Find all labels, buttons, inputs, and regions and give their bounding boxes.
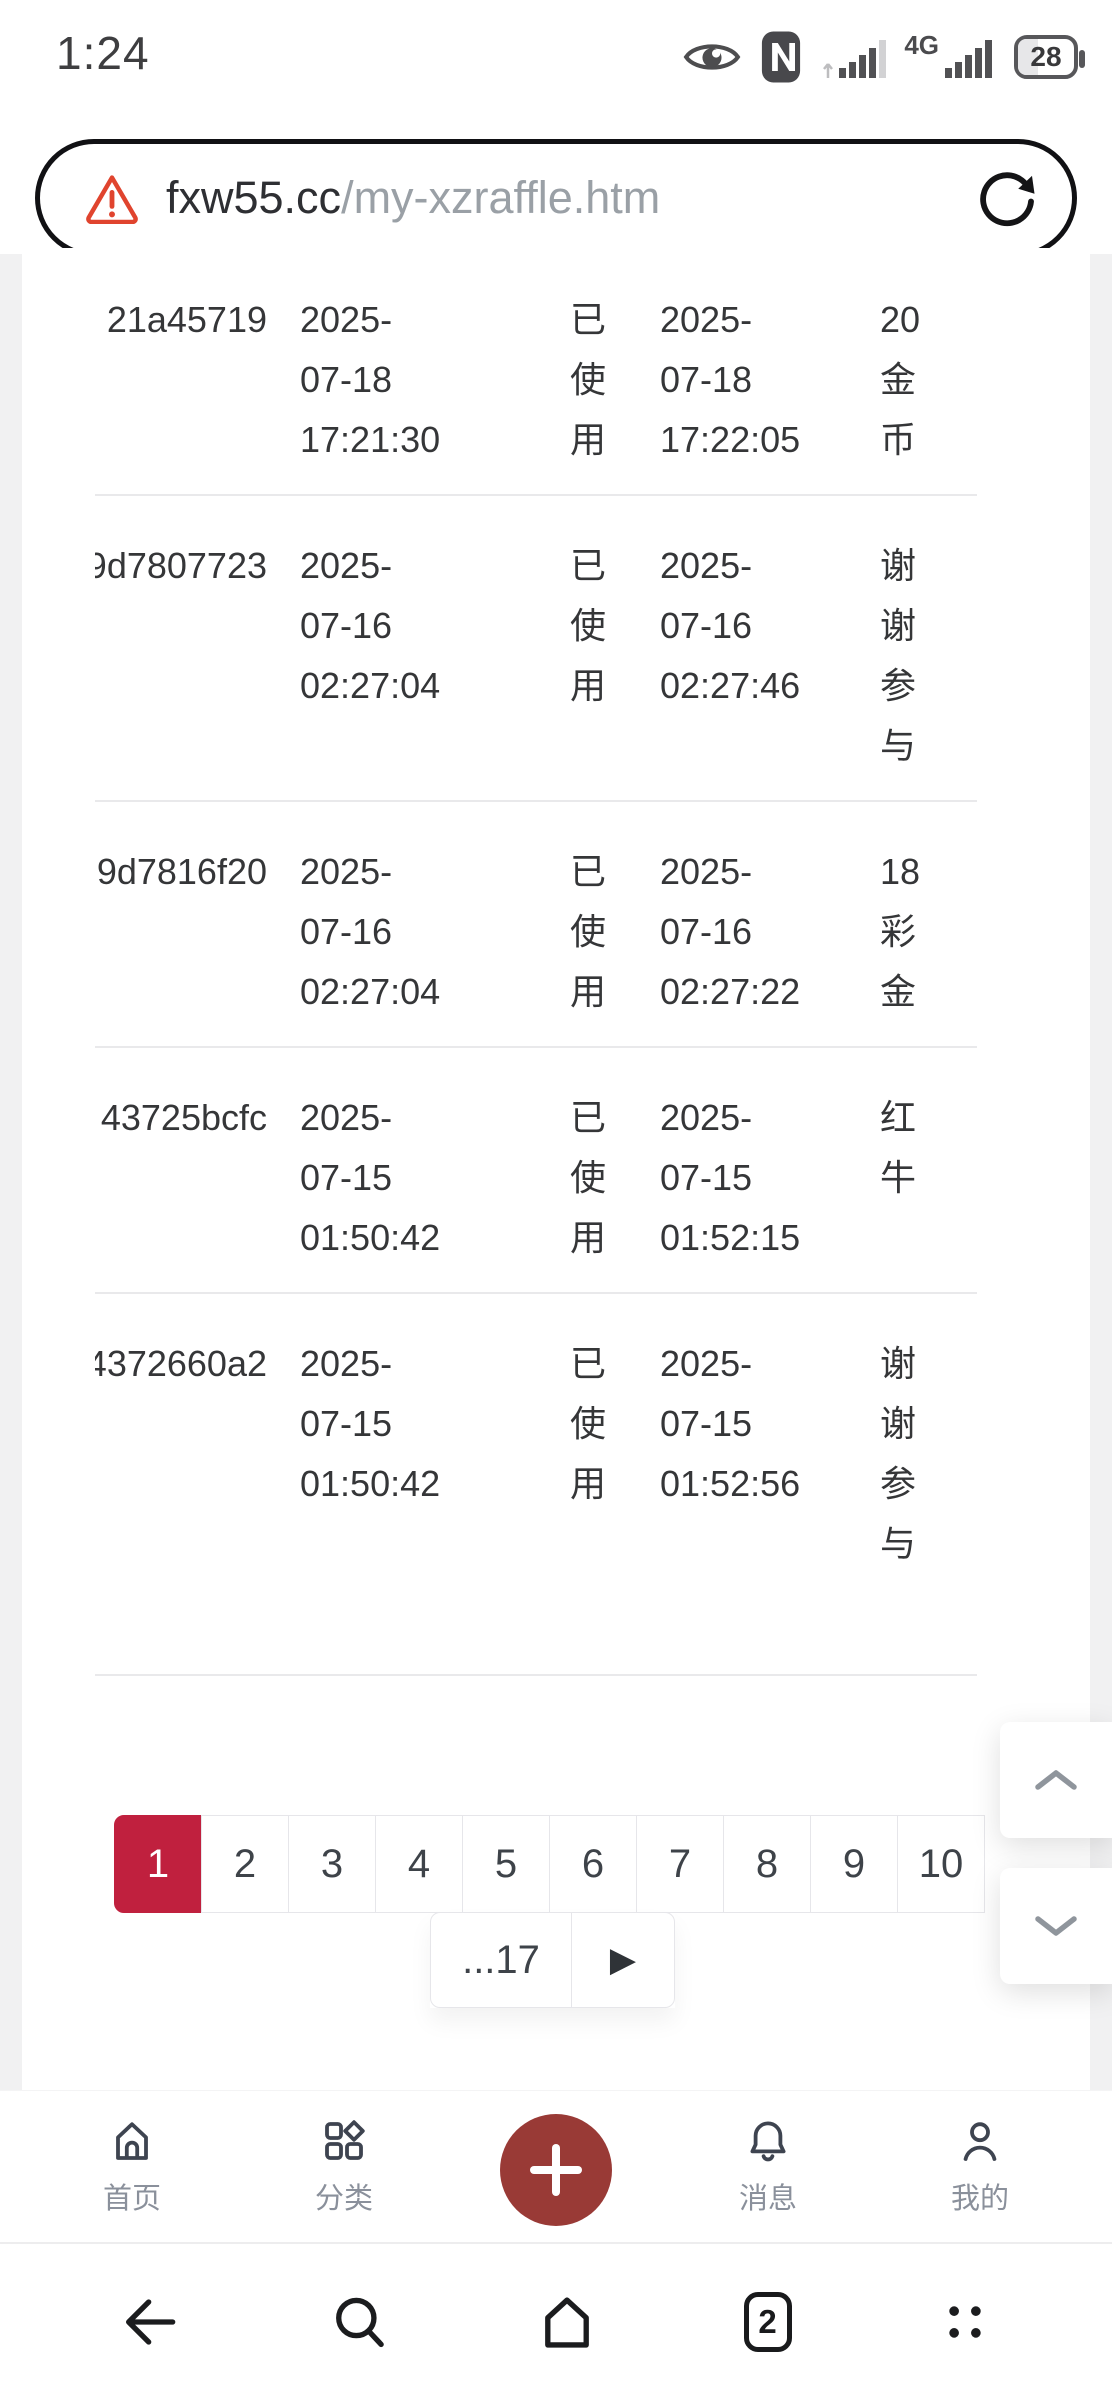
- page-button-5[interactable]: 5: [462, 1815, 550, 1913]
- status-used: 已 使 用: [570, 801, 660, 1048]
- url-domain: fxw55.cc: [166, 172, 342, 223]
- pagination-extra: ...17 ▶: [430, 1912, 675, 2008]
- url-path: /my-xzraffle.htm: [341, 172, 661, 223]
- status-used: 已 使 用: [570, 250, 660, 496]
- table-row: 9d7816f20 2025- 07-16 02:27:04 已 使 用 202…: [95, 801, 977, 1048]
- site-bottom-nav: 首页 分类 消息: [0, 2090, 1112, 2242]
- page-button-1[interactable]: 1: [114, 1815, 202, 1913]
- raffle-code: 43725bcfc: [100, 1097, 267, 1138]
- status-used: 已 使 用: [570, 1293, 660, 1676]
- draw-time: 2025- 07-16 02:27:04: [300, 495, 570, 802]
- raffle-code: 21a45719: [106, 299, 267, 340]
- use-time: 2025- 07-15 01:52:15: [660, 1047, 880, 1294]
- status-bar: 1:24 4G: [0, 0, 1112, 118]
- nav-item-categories[interactable]: 分类: [282, 2091, 406, 2242]
- raffle-code: 9d7807723: [95, 545, 267, 586]
- add-button[interactable]: [500, 2113, 612, 2226]
- draw-time: 2025- 07-15 01:50:42: [300, 1293, 570, 1676]
- grid-icon: [320, 2117, 368, 2165]
- eye-icon: [683, 36, 741, 78]
- nav-item-add[interactable]: [494, 2091, 618, 2242]
- raffle-record-table: 21a45719 2025- 07-18 17:21:30 已 使 用 2025…: [95, 250, 977, 1676]
- pagination: 1 2 3 4 5 6 7 8 9 10: [114, 1815, 985, 1913]
- nav-label: 我的: [950, 2182, 1009, 2215]
- browser-home-icon[interactable]: [535, 2290, 599, 2354]
- draw-time: 2025- 07-16 02:27:04: [300, 801, 570, 1048]
- person-icon: [956, 2117, 1004, 2165]
- page-left-gutter: [0, 254, 22, 2090]
- home-icon: [108, 2117, 156, 2165]
- page-right-gutter: [1090, 254, 1112, 2090]
- use-time: 2025- 07-16 02:27:22: [660, 801, 880, 1048]
- raffle-code: 9d7816f20: [96, 851, 267, 892]
- page-button-10[interactable]: 10: [897, 1815, 985, 1913]
- chevron-up-icon: [1033, 1769, 1079, 1791]
- page-button-4[interactable]: 4: [375, 1815, 463, 1913]
- tabs-button[interactable]: 2: [743, 2292, 792, 2352]
- page-button-2[interactable]: 2: [201, 1815, 289, 1913]
- status-icons: 4G 28: [683, 22, 1085, 92]
- raffle-code: 4372660a2: [95, 1343, 267, 1384]
- url-text[interactable]: fxw55.cc/my-xzraffle.htm: [166, 172, 976, 224]
- page-button-9[interactable]: 9: [810, 1815, 898, 1913]
- tab-count: 2: [758, 2303, 777, 2340]
- chevron-down-icon: [1033, 1915, 1079, 1937]
- prize-name: 红 牛: [880, 1047, 977, 1294]
- draw-time: 2025- 07-18 17:21:30: [300, 250, 570, 496]
- page-button-more[interactable]: ...17: [430, 1912, 572, 2008]
- nav-item-profile[interactable]: 我的: [918, 2091, 1042, 2242]
- page-content: 21a45719 2025- 07-18 17:21:30 已 使 用 2025…: [0, 248, 1112, 2090]
- page-button-8[interactable]: 8: [723, 1815, 811, 1913]
- prize-name: 谢 谢 参 与: [880, 1293, 977, 1676]
- browser-toolbar: 2: [0, 2242, 1112, 2400]
- page-button-7[interactable]: 7: [636, 1815, 724, 1913]
- address-bar[interactable]: fxw55.cc/my-xzraffle.htm: [35, 139, 1077, 257]
- table-row: 21a45719 2025- 07-18 17:21:30 已 使 用 2025…: [95, 250, 977, 496]
- search-icon[interactable]: [327, 2290, 391, 2354]
- network-type-label: 4G: [904, 30, 939, 60]
- nav-label: 分类: [314, 2182, 373, 2215]
- nfc-icon: [758, 29, 804, 85]
- signal-icon: [821, 32, 887, 82]
- draw-time: 2025- 07-15 01:50:42: [300, 1047, 570, 1294]
- clock: 1:24: [56, 27, 150, 79]
- security-warning-icon[interactable]: [84, 172, 140, 224]
- status-used: 已 使 用: [570, 1047, 660, 1294]
- plus-icon: [526, 2140, 586, 2200]
- scroll-up-button[interactable]: [1000, 1722, 1112, 1838]
- refresh-icon[interactable]: [976, 167, 1038, 229]
- nav-item-messages[interactable]: 消息: [706, 2091, 830, 2242]
- prize-name: 18 彩 金: [880, 801, 977, 1048]
- status-used: 已 使 用: [570, 495, 660, 802]
- bell-icon: [744, 2117, 792, 2165]
- page-button-6[interactable]: 6: [549, 1815, 637, 1913]
- battery-icon: 28: [1014, 35, 1085, 79]
- nav-item-home[interactable]: 首页: [70, 2091, 194, 2242]
- page-button-3[interactable]: 3: [288, 1815, 376, 1913]
- table-row: 4372660a2 2025- 07-15 01:50:42 已 使 用 202…: [95, 1293, 977, 1676]
- battery-fill: [1018, 39, 1039, 75]
- prize-name: 谢 谢 参 与: [880, 495, 977, 802]
- table-row: 9d7807723 2025- 07-16 02:27:04 已 使 用 202…: [95, 495, 977, 802]
- use-time: 2025- 07-15 01:52:56: [660, 1293, 880, 1676]
- battery-percent: 28: [1030, 41, 1062, 72]
- next-page-button[interactable]: ▶: [571, 1912, 675, 2008]
- signal-4g-icon: 4G: [904, 32, 997, 82]
- nav-label: 首页: [102, 2182, 161, 2215]
- menu-dots-icon[interactable]: [936, 2293, 994, 2351]
- nav-label: 消息: [738, 2182, 797, 2215]
- back-icon[interactable]: [118, 2290, 182, 2354]
- table-row: 43725bcfc 2025- 07-15 01:50:42 已 使 用 202…: [95, 1047, 977, 1294]
- use-time: 2025- 07-16 02:27:46: [660, 495, 880, 802]
- scroll-down-button[interactable]: [1000, 1868, 1112, 1984]
- use-time: 2025- 07-18 17:22:05: [660, 250, 880, 496]
- prize-name: 20 金 币: [880, 250, 977, 496]
